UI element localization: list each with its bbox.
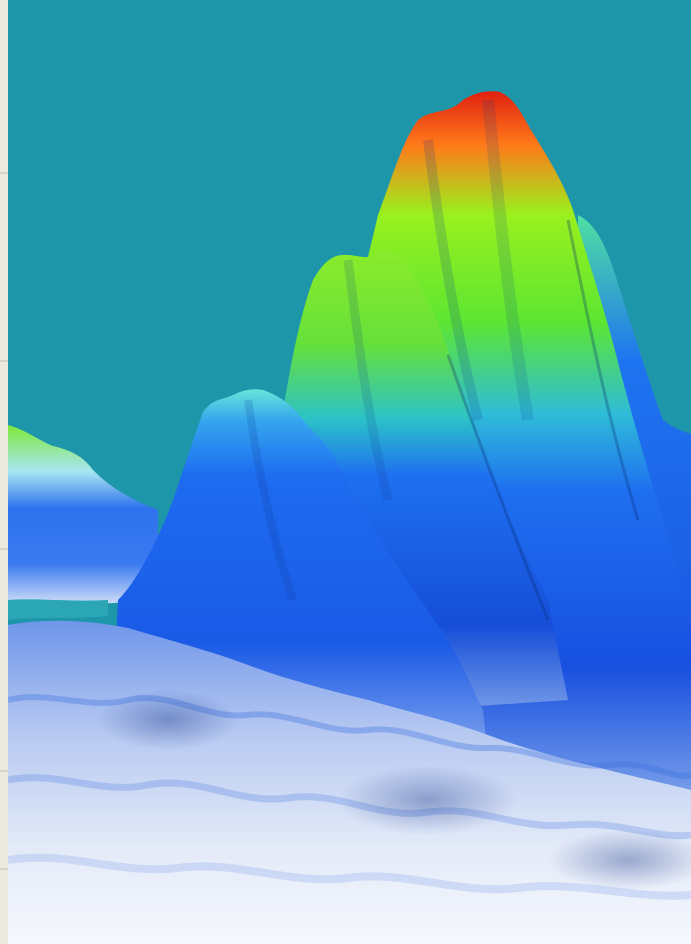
left-small-peak — [8, 425, 158, 610]
strip-tick — [0, 548, 8, 550]
strip-tick — [0, 770, 8, 772]
strip-tick — [0, 360, 8, 362]
shade-streak — [244, 399, 297, 602]
shade-streak — [482, 99, 534, 421]
ridge-line — [446, 354, 550, 621]
strip-tick — [0, 868, 8, 870]
terrain-shadow — [98, 690, 238, 750]
teal-gap — [8, 599, 108, 620]
strip-tick — [0, 172, 8, 174]
left-edge-strip — [0, 0, 8, 944]
shade-streak — [423, 139, 483, 422]
terrain-ridge — [8, 853, 691, 900]
surface-svg — [8, 0, 691, 944]
shade-streak — [343, 259, 393, 502]
surface-render — [8, 0, 691, 944]
terrain-shadow — [548, 830, 691, 890]
ridge-line — [566, 219, 640, 521]
terrain-shadow — [338, 765, 518, 835]
